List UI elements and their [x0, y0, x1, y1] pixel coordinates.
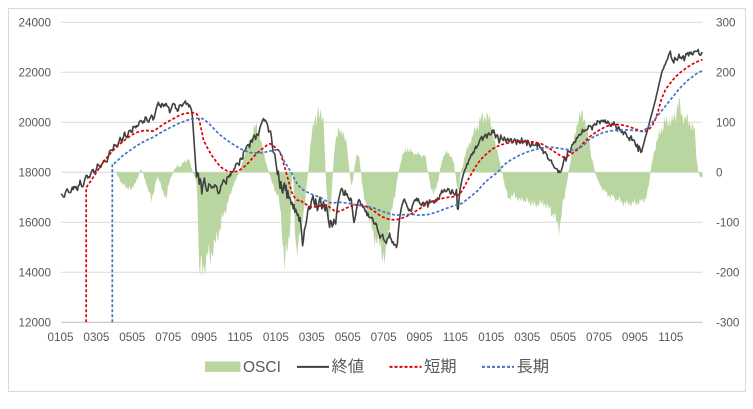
- svg-text:0505: 0505: [550, 331, 577, 344]
- svg-text:24000: 24000: [18, 17, 51, 30]
- svg-text:0705: 0705: [586, 331, 613, 344]
- svg-text:300: 300: [716, 17, 736, 30]
- svg-text:0705: 0705: [371, 331, 398, 344]
- svg-text:0505: 0505: [335, 331, 362, 344]
- svg-text:0305: 0305: [514, 331, 541, 344]
- svg-text:0105: 0105: [47, 331, 74, 344]
- svg-text:200: 200: [716, 67, 736, 80]
- svg-text:0305: 0305: [83, 331, 110, 344]
- svg-text:0305: 0305: [299, 331, 326, 344]
- svg-text:0: 0: [716, 167, 723, 180]
- svg-text:18000: 18000: [18, 167, 51, 180]
- svg-text:12000: 12000: [18, 317, 51, 330]
- svg-text:0705: 0705: [155, 331, 182, 344]
- svg-text:-200: -200: [716, 267, 740, 280]
- svg-text:0905: 0905: [622, 331, 649, 344]
- svg-text:0105: 0105: [478, 331, 505, 344]
- svg-text:14000: 14000: [18, 267, 51, 280]
- svg-text:16000: 16000: [18, 217, 51, 230]
- svg-text:0905: 0905: [191, 331, 218, 344]
- svg-text:1105: 1105: [658, 331, 684, 344]
- svg-text:OSCI: OSCI: [243, 359, 281, 376]
- svg-text:0905: 0905: [406, 331, 433, 344]
- svg-text:0505: 0505: [119, 331, 146, 344]
- svg-text:100: 100: [716, 117, 736, 130]
- svg-text:0105: 0105: [263, 331, 290, 344]
- svg-text:-300: -300: [716, 317, 740, 330]
- svg-text:-100: -100: [716, 217, 740, 230]
- svg-text:1105: 1105: [443, 331, 469, 344]
- svg-text:22000: 22000: [18, 67, 51, 80]
- svg-text:20000: 20000: [18, 117, 51, 130]
- svg-text:1105: 1105: [227, 331, 253, 344]
